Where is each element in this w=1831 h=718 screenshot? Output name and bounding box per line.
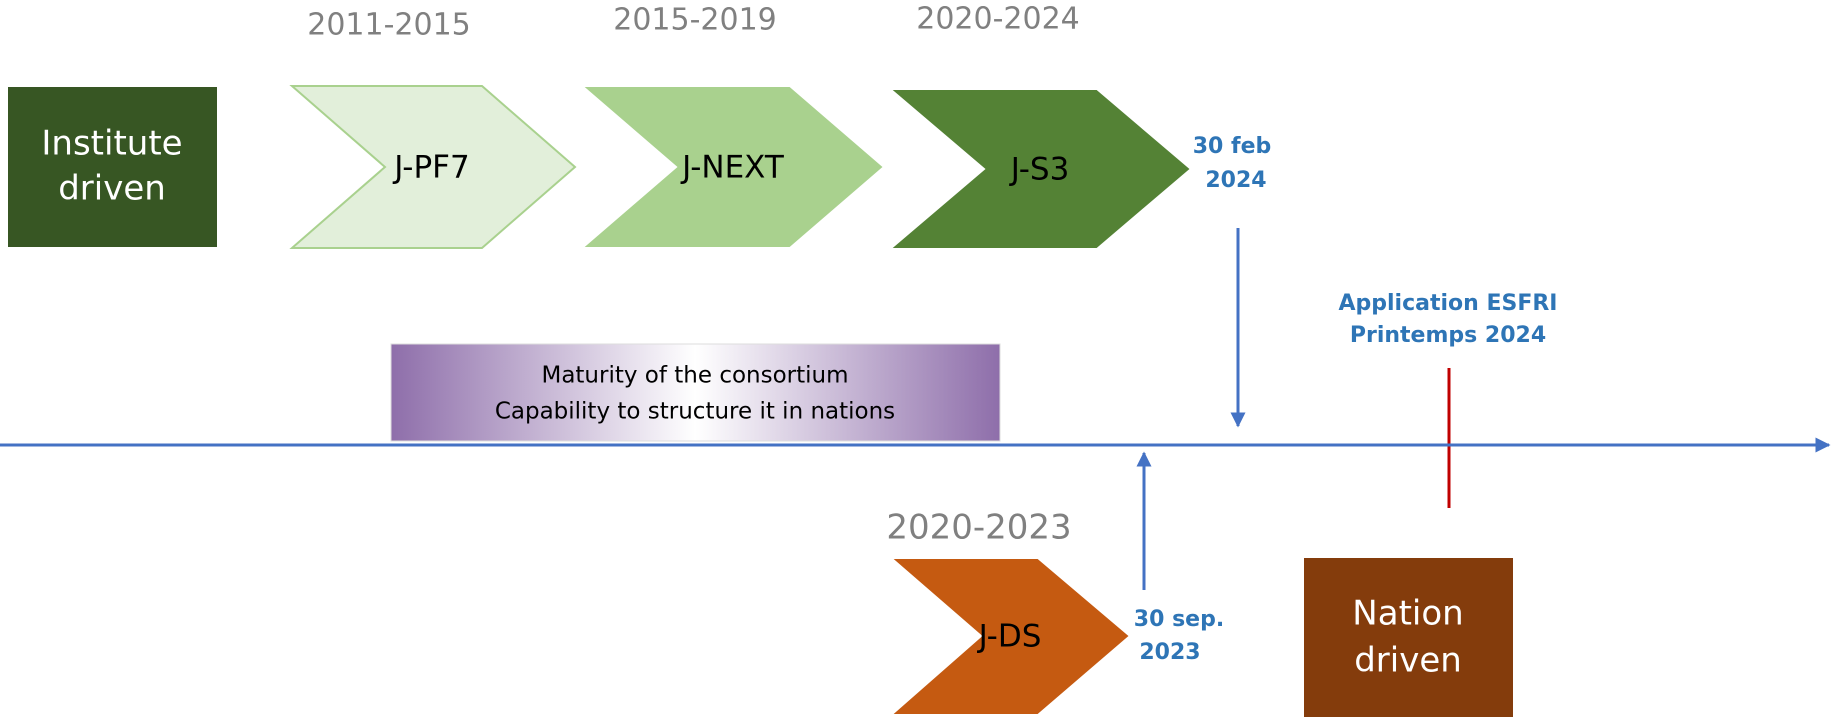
maturity-box (390, 343, 1001, 442)
end-line: Nation (1352, 594, 1463, 634)
chevron (888, 557, 1132, 716)
milestone-text: 30 sep. (1134, 607, 1224, 632)
start-line: Institute (41, 124, 182, 164)
period: 2020-2023 (886, 508, 1071, 548)
chevron-label: J-S3 (1009, 152, 1070, 188)
end-box (1302, 556, 1515, 718)
maturity-text: Maturity of the consortium (541, 363, 848, 389)
end-line: driven (1354, 641, 1462, 681)
milestone-text: 2023 (1139, 640, 1200, 665)
application-text: Application ESFRI (1338, 291, 1557, 316)
application-text: Printemps 2024 (1350, 323, 1546, 348)
chevron-label: J-DS (977, 619, 1042, 655)
chevron (289, 85, 577, 249)
chevron (887, 88, 1193, 250)
maturity-text: Capability to structure it in nations (495, 399, 895, 425)
chevron (579, 85, 886, 249)
period: 2011-2015 (307, 8, 471, 43)
milestone-text: 2024 (1205, 168, 1266, 193)
start-line: driven (58, 169, 166, 209)
start-box (6, 85, 219, 249)
period: 2020-2024 (916, 2, 1080, 37)
chevron-label: J-PF7 (392, 150, 469, 186)
period: 2015-2019 (613, 3, 777, 38)
chevron-label: J-NEXT (680, 150, 785, 186)
milestone-text: 30 feb (1193, 134, 1272, 159)
